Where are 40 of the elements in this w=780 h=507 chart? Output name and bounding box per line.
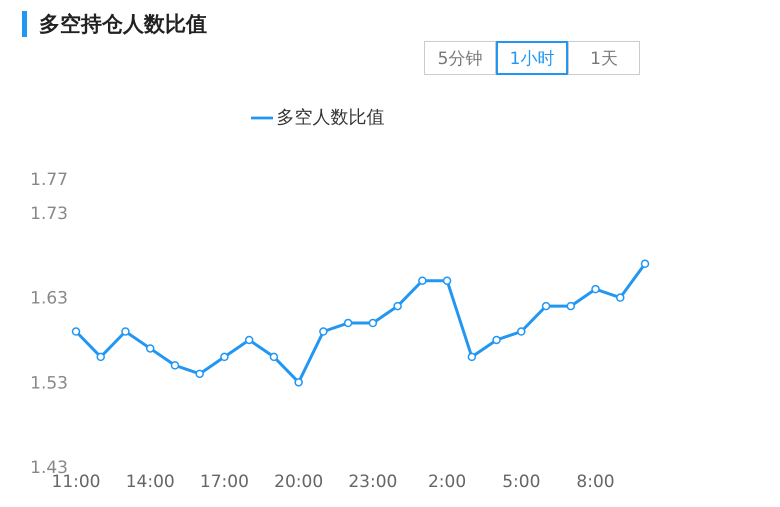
point (170, 361, 180, 370)
point (393, 302, 402, 310)
x-tick-label: 20:00 (274, 472, 324, 492)
point (591, 284, 600, 294)
point (542, 302, 550, 310)
point (616, 293, 625, 302)
point (517, 327, 526, 336)
y-tick-label: 1.77 (30, 170, 68, 190)
point (344, 318, 352, 328)
x-tick-label: 17:00 (200, 472, 249, 492)
point (72, 327, 80, 336)
point (220, 352, 229, 362)
x-tick-label: 5:00 (502, 472, 540, 492)
legend-label: 多空人数比值 (276, 107, 384, 128)
point (244, 336, 254, 344)
x-tick-label: 23:00 (348, 472, 398, 492)
point (121, 327, 130, 336)
point (319, 327, 328, 336)
text: 1小时 (496, 41, 568, 75)
point (442, 276, 452, 285)
chart-title: 多空持仓人数比值 (39, 11, 207, 38)
point (468, 352, 476, 362)
x-tick-label: 2:00 (428, 472, 466, 492)
x-tick-label: 8:00 (576, 472, 615, 492)
text: 5分钟 (424, 41, 496, 75)
point (418, 276, 427, 285)
text: 1天 (568, 41, 640, 75)
point (195, 370, 204, 378)
point (96, 352, 105, 362)
y-tick-label: 1.73 (30, 204, 68, 224)
point (368, 318, 378, 328)
point (294, 378, 303, 387)
point (492, 336, 501, 344)
point (146, 344, 154, 353)
y-tick-label: 1.63 (30, 288, 68, 309)
point (270, 352, 278, 362)
point (640, 260, 650, 268)
x-tick-label: 14:00 (126, 472, 175, 492)
y-tick-label: 1.53 (30, 373, 68, 394)
point (566, 302, 576, 310)
